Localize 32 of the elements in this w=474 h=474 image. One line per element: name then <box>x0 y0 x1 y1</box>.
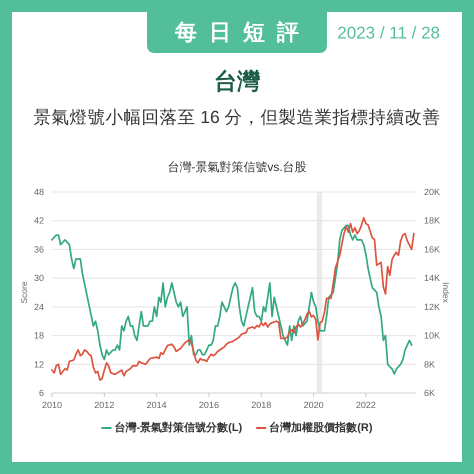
text: 每日短評 <box>174 20 311 44</box>
y2-axis-title: Index <box>441 282 451 304</box>
text: 台灣 <box>214 68 261 94</box>
y-tick-label: 18 <box>34 330 44 341</box>
x-tick-label: 2012 <box>94 400 114 410</box>
y2-tick-label: 20K <box>424 187 440 197</box>
y2-tick-label: 16K <box>424 244 440 254</box>
y-tick-label: 36 <box>34 244 44 254</box>
x-tick-label: 2018 <box>251 400 272 410</box>
text: 2023 / 11 / 28 <box>337 24 440 42</box>
legend-label: 台灣加權股價指數(R) <box>269 421 373 434</box>
y2-tick-label: 12K <box>424 302 440 312</box>
legend-label: 台灣-景氣對策信號分數(L) <box>114 421 243 434</box>
y2-tick-label: 10K <box>424 330 440 341</box>
y-tick-label: 30 <box>34 273 44 284</box>
y-tick-label: 12 <box>34 359 44 370</box>
y-tick-label: 42 <box>34 216 44 226</box>
x-tick-label: 2010 <box>42 400 62 410</box>
y-tick-label: 24 <box>34 302 44 312</box>
y-tick-label: 48 <box>34 187 44 197</box>
y2-tick-label: 6K <box>424 388 436 398</box>
x-tick-label: 2022 <box>356 400 376 410</box>
x-tick-label: 2014 <box>146 400 167 410</box>
y2-tick-label: 18K <box>424 216 440 226</box>
x-tick-label: 2020 <box>304 400 324 410</box>
y2-tick-label: 8K <box>424 359 436 370</box>
text: 景氣燈號小幅回落至 16 分，但製造業指標持續改善 <box>33 107 441 127</box>
y-axis-title: Score <box>19 281 29 304</box>
y-tick-label: 6 <box>38 388 44 398</box>
x-tick-label: 2016 <box>198 400 219 410</box>
y2-tick-label: 14K <box>424 273 440 284</box>
chart-title: 台灣-景氣對策信號vs.台股 <box>167 160 307 174</box>
